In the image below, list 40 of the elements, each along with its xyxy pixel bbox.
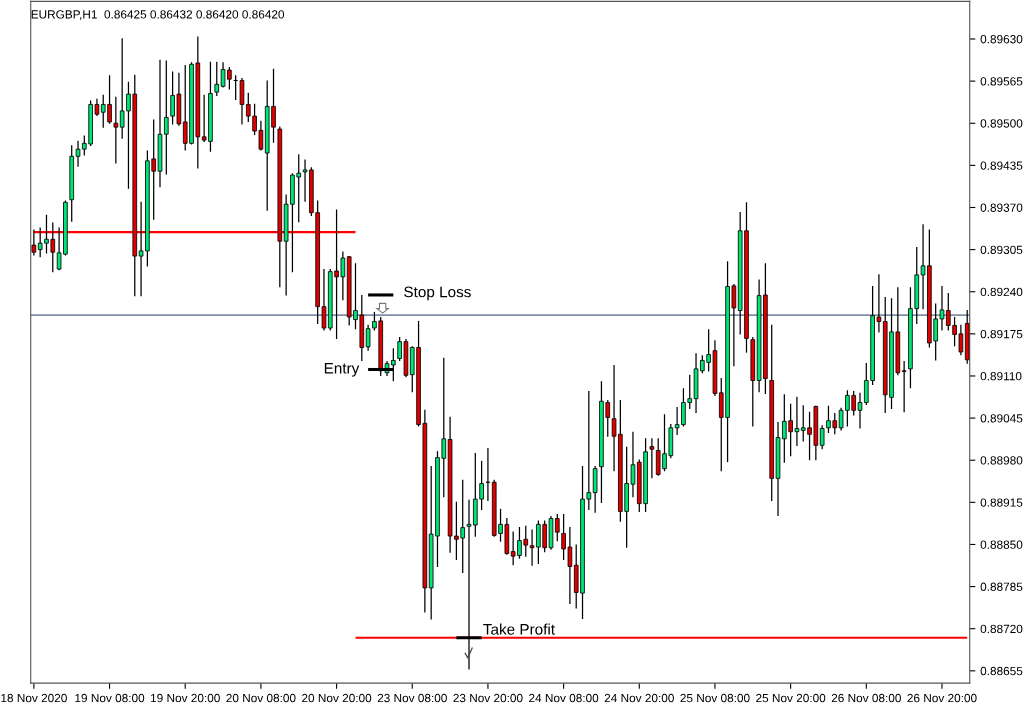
candlestick xyxy=(214,61,220,97)
annotation: Entry xyxy=(324,362,360,377)
y-tick-label: 0.88655 xyxy=(980,666,1023,676)
x-tick-label: 19 Nov 08:00 xyxy=(75,693,145,703)
annotation: Stop Loss xyxy=(404,286,471,301)
y-tick-label: 0.88785 xyxy=(980,582,1023,591)
candlestick xyxy=(31,229,37,256)
candlestick xyxy=(113,96,119,164)
annotation: Take Profit xyxy=(483,623,555,635)
y-tick-label: 0.89500 xyxy=(980,119,1023,128)
x-tick-label: 26 Nov 20:00 xyxy=(907,693,977,703)
y-tick-label: 0.89110 xyxy=(980,372,1022,381)
x-tick-label: 18 Nov 2020 xyxy=(1,693,67,703)
candlestick xyxy=(649,438,655,479)
candlestick xyxy=(901,361,907,413)
x-tick-label: 20 Nov 20:00 xyxy=(302,693,372,703)
x-tick-label: 26 Nov 08:00 xyxy=(831,693,901,703)
x-tick-label: 25 Nov 20:00 xyxy=(756,693,826,703)
x-tick-label: 23 Nov 20:00 xyxy=(453,693,523,703)
y-tick-label: 0.88915 xyxy=(980,498,1023,507)
y-tick-label: 0.88980 xyxy=(980,456,1023,465)
x-tick-label: 25 Nov 08:00 xyxy=(680,693,750,703)
text: EURGBP,H1 0.86425 0.86432 0.86420 0.86420 xyxy=(31,10,285,20)
y-tick-label: 0.89435 xyxy=(980,161,1023,170)
x-tick-label: 20 Nov 08:00 xyxy=(226,693,296,703)
y-tick-label: 0.89045 xyxy=(980,414,1023,423)
y-tick-label: 0.89305 xyxy=(980,245,1023,254)
y-tick-label: 0.88720 xyxy=(980,624,1023,634)
y-tick-label: 0.88850 xyxy=(980,540,1023,549)
candlestick xyxy=(592,466,598,513)
x-tick-label: 23 Nov 08:00 xyxy=(377,693,447,703)
x-tick-label: 24 Nov 20:00 xyxy=(604,693,674,703)
candlestick xyxy=(819,425,825,450)
x-tick-label: 19 Nov 20:00 xyxy=(151,693,220,703)
y-tick-label: 0.89565 xyxy=(980,77,1023,86)
x-tick-label: 24 Nov 08:00 xyxy=(529,693,599,703)
y-tick-label: 0.89175 xyxy=(980,329,1023,339)
y-tick-label: 0.89630 xyxy=(980,35,1023,44)
y-tick-label: 0.89240 xyxy=(980,287,1023,297)
y-tick-label: 0.89370 xyxy=(980,203,1023,212)
